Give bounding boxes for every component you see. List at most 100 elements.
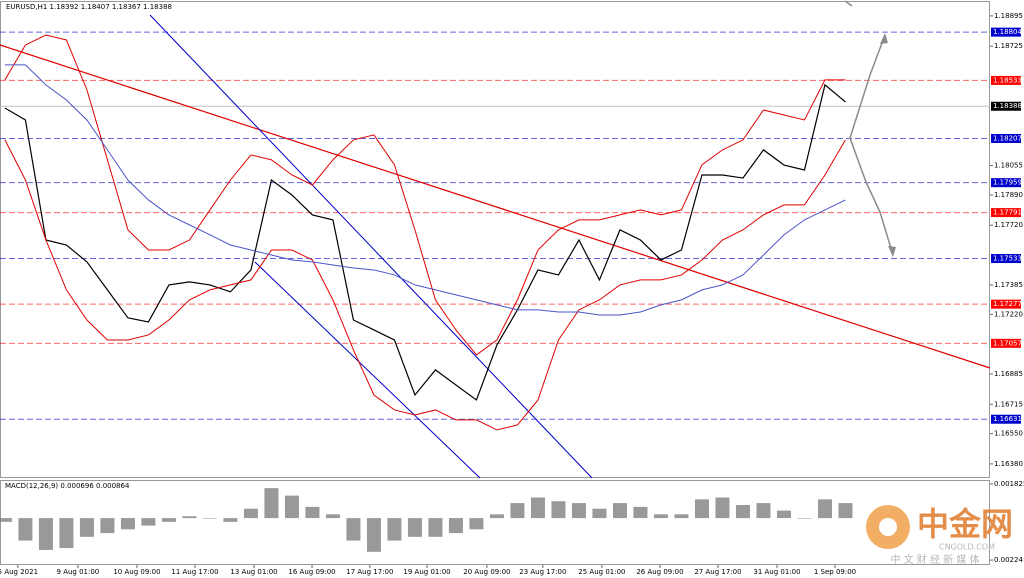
logo-inner <box>879 518 897 536</box>
band-line <box>4 34 846 356</box>
x-tick-label: 20 Aug 09:00 <box>463 568 510 576</box>
y-tick-label: 1.16715 <box>994 400 1023 408</box>
macd-bar <box>387 518 402 541</box>
macd-frame <box>0 480 990 565</box>
x-tick-label: 23 Aug 17:00 <box>519 568 566 576</box>
trendline <box>0 44 991 369</box>
price-line <box>4 83 846 401</box>
level-label-bg <box>991 338 1021 348</box>
macd-bar <box>715 497 730 519</box>
logo-site: CNGOLD.COM <box>939 543 995 552</box>
macd-bar <box>776 510 791 519</box>
forecast-arrow-up <box>849 34 886 139</box>
macd-bar <box>161 518 176 522</box>
drawings <box>0 0 991 479</box>
level-label: 1.17533 <box>993 255 1022 263</box>
band-line <box>4 64 846 316</box>
macd-bar <box>694 499 709 519</box>
y-tick-label: 1.18055 <box>994 162 1023 170</box>
macd-bar <box>305 506 320 519</box>
watermark: 中金网 CNGOLD.COM 中 文 财 经 新 媒 体 <box>866 505 1013 566</box>
macd-bar <box>325 514 340 519</box>
level-label: 1.16631 <box>993 415 1022 423</box>
y-tick-label: 1.16885 <box>994 370 1023 378</box>
x-tick-label: 31 Aug 01:00 <box>753 568 800 576</box>
macd-bar <box>489 514 504 519</box>
y-tick-label: 1.17720 <box>994 221 1023 229</box>
macd-bar <box>59 518 74 549</box>
macd-bar <box>38 518 53 550</box>
y-tick-label: 1.17890 <box>994 191 1023 199</box>
macd-bar <box>366 518 381 552</box>
macd-bar <box>284 495 299 519</box>
level-label: 1.17791 <box>993 209 1022 217</box>
x-tick-label: 19 Aug 01:00 <box>403 568 450 576</box>
level-label: 1.17277 <box>993 300 1022 308</box>
y-tick-label: 1.18725 <box>994 42 1023 50</box>
x-tick-label: 10 Aug 09:00 <box>113 568 160 576</box>
macd-bar <box>592 508 607 519</box>
chart-title: EURUSD,H1 1.18392 1.18407 1.18367 1.1838… <box>6 3 172 11</box>
y-tick-label: 1.18895 <box>994 12 1023 20</box>
macd-bar <box>18 518 33 541</box>
x-tick-label: 25 Aug 01:00 <box>578 568 625 576</box>
macd-bar <box>756 503 771 519</box>
forecast-arrow-down <box>849 137 894 256</box>
macd-bar <box>551 501 566 519</box>
macd-bar <box>448 518 463 534</box>
macd-bar <box>612 503 627 519</box>
macd-bar <box>346 518 361 541</box>
macd-bar <box>120 518 135 530</box>
macd-bar <box>202 518 217 519</box>
macd-title: MACD(12,26,9) 0.000696 0.000864 <box>5 482 130 490</box>
x-tick-label: 9 Aug 01:00 <box>57 568 100 576</box>
x-tick-label: 13 Aug 01:00 <box>230 568 277 576</box>
y-tick-label: 1.17220 <box>994 310 1023 318</box>
level-label: 1.18207 <box>993 134 1022 142</box>
macd-bar <box>674 514 689 519</box>
macd-bar <box>141 518 156 526</box>
macd-y-tick-label: 0.001825 <box>994 480 1024 488</box>
macd-bar <box>797 518 812 519</box>
x-tick-label: 1 Sep 09:00 <box>814 568 856 576</box>
macd-bar <box>407 518 422 537</box>
band-line <box>4 139 846 431</box>
logo-tagline: 中 文 财 经 新 媒 体 <box>890 553 979 566</box>
macd-bar <box>100 518 115 534</box>
macd-bar <box>264 488 279 519</box>
level-label-bg <box>991 208 1021 218</box>
level-label: 1.17057 <box>993 339 1022 347</box>
macd-bar <box>735 504 750 519</box>
macd-y-tick-label: 0.00224 <box>994 556 1023 564</box>
logo-text: 中金网 <box>917 505 1013 543</box>
x-tick-label: 26 Aug 09:00 <box>636 568 683 576</box>
level-label-bg <box>991 254 1021 264</box>
level-label: 1.17959 <box>993 179 1022 187</box>
current-price-bg <box>991 101 1021 111</box>
level-label-bg <box>991 299 1021 309</box>
arrow-head <box>888 246 896 257</box>
macd-bar <box>243 508 258 519</box>
macd-bar <box>469 518 484 530</box>
level-label-bg <box>991 27 1021 37</box>
macd-bar <box>0 518 12 522</box>
macd-bar <box>79 518 94 537</box>
macd-bar <box>653 514 668 519</box>
macd-bar <box>817 499 832 519</box>
main-frame <box>0 1 990 478</box>
level-label-bg <box>991 178 1021 188</box>
y-tick-label: 1.16550 <box>994 430 1023 438</box>
level-label-bg <box>991 414 1021 424</box>
x-tick-label: 11 Aug 17:00 <box>171 568 218 576</box>
macd-bar <box>838 503 853 519</box>
y-tick-label: 1.16380 <box>994 460 1023 468</box>
x-tick-label: 16 Aug 09:00 <box>288 568 335 576</box>
arrow-line <box>844 0 853 7</box>
current-price-label: 1.18388 <box>993 102 1022 110</box>
channel-line <box>149 14 593 479</box>
macd-bar <box>223 518 238 522</box>
x-tick-label: 5 Aug 2021 <box>0 568 38 576</box>
level-label: 1.18804 <box>993 28 1022 36</box>
